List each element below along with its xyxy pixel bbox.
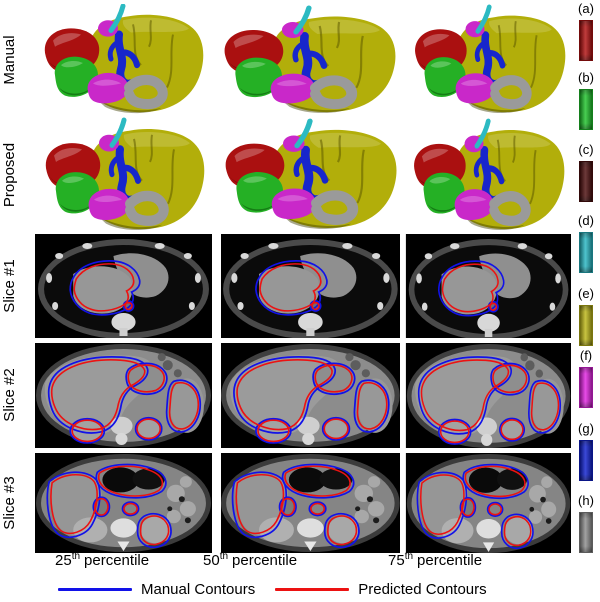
color-swatch-b <box>579 89 593 130</box>
percentile-value: 75 <box>388 552 405 569</box>
color-swatch-h <box>579 512 593 553</box>
column-label-25th-percentile: 25th percentile <box>55 551 149 569</box>
legend-item-d: (d) <box>572 213 600 273</box>
panel-slice2-75th <box>404 343 571 448</box>
panel-proposed-25th <box>33 117 209 232</box>
panel-manual-25th <box>33 4 209 116</box>
predicted-contour-label: Predicted Contours <box>358 581 487 598</box>
legend-item-h: (h) <box>572 493 600 553</box>
manual-contour-line <box>58 588 132 591</box>
panel-slice1-75th <box>404 234 571 338</box>
percentile-ordinal: th <box>404 551 414 562</box>
panel-slice3-75th <box>404 453 571 553</box>
panel-slice1-25th <box>35 234 212 338</box>
panel-slice1-50th <box>221 234 400 338</box>
legend-item-a: (a) <box>572 1 600 61</box>
percentile-word: percentile <box>84 552 150 569</box>
row-label-proposed: Proposed <box>1 142 18 208</box>
color-swatch-e <box>579 305 593 346</box>
legend-label-d: (d) <box>578 213 594 228</box>
panel-slice3-25th <box>35 453 212 553</box>
legend-item-g: (g) <box>572 421 600 481</box>
color-swatch-c <box>579 161 593 202</box>
legend-item-e: (e) <box>572 286 600 346</box>
manual-contour-label: Manual Contours <box>141 581 256 598</box>
column-label-75th-percentile: 75th percentile <box>388 551 482 569</box>
row-label-slice-3: Slice #3 <box>1 476 18 530</box>
panel-manual-50th <box>214 4 400 116</box>
row-label-slice-1: Slice #1 <box>1 259 18 313</box>
panel-proposed-75th <box>400 117 572 232</box>
percentile-word: percentile <box>417 552 483 569</box>
percentile-value: 50 <box>203 552 220 569</box>
legend-label-f: (f) <box>579 348 593 363</box>
panel-manual-75th <box>400 4 572 116</box>
color-swatch-f <box>579 367 593 408</box>
panel-slice2-25th <box>35 343 212 448</box>
legend-item-b: (b) <box>572 70 600 130</box>
predicted-contour-line <box>275 588 350 591</box>
panel-slice2-50th <box>221 343 400 448</box>
row-label-slice-2: Slice #2 <box>1 368 18 422</box>
percentile-value: 25 <box>55 552 72 569</box>
panel-proposed-50th <box>214 117 400 232</box>
color-swatch-g <box>579 440 593 481</box>
legend-item-c: (c) <box>572 142 600 202</box>
legend-label-e: (e) <box>578 286 594 301</box>
contour-legend: Manual Contours Predicted Contours <box>58 581 487 598</box>
legend-label-c: (c) <box>578 142 594 157</box>
percentile-ordinal: th <box>219 551 229 562</box>
legend-label-h: (h) <box>578 493 594 508</box>
row-label-manual: Manual <box>1 35 18 85</box>
legend-label-b: (b) <box>578 70 594 85</box>
panel-slice3-50th <box>221 453 400 553</box>
legend-item-f: (f) <box>572 348 600 408</box>
legend-label-a: (a) <box>578 1 594 16</box>
color-swatch-a <box>579 20 593 61</box>
color-swatch-d <box>579 232 593 273</box>
column-label-50th-percentile: 50th percentile <box>203 551 297 569</box>
percentile-word: percentile <box>232 552 298 569</box>
legend-label-g: (g) <box>578 421 594 436</box>
percentile-ordinal: th <box>71 551 81 562</box>
